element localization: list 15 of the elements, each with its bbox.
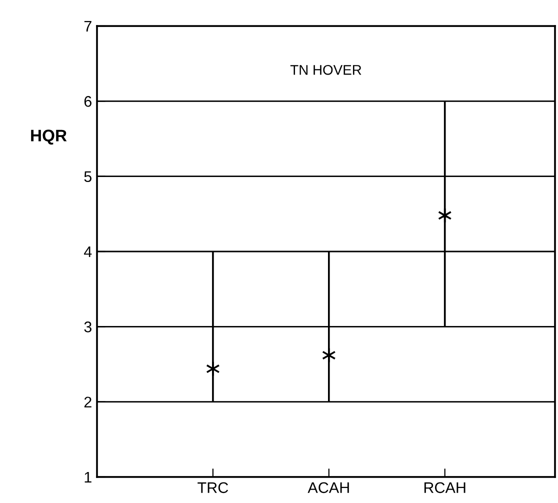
x-tick-label: RCAH	[424, 482, 466, 494]
point	[206, 360, 220, 377]
y-tick-label: 2	[84, 396, 92, 408]
y-tick-label: 5	[84, 171, 92, 182]
y-axis-title: HQR	[31, 130, 67, 145]
y-tick-label: 4	[84, 246, 92, 258]
point	[438, 208, 452, 224]
x-tick-label: TRC	[198, 482, 228, 494]
y-tick-label: 7	[84, 21, 92, 32]
y-tick-label: 6	[84, 96, 92, 107]
y-tick-label: 1	[84, 472, 92, 483]
point	[322, 347, 336, 364]
annotation: TN HOVER	[290, 64, 362, 75]
x-tick-label: ACAH	[308, 482, 349, 494]
y-tick-label: 3	[84, 322, 92, 332]
